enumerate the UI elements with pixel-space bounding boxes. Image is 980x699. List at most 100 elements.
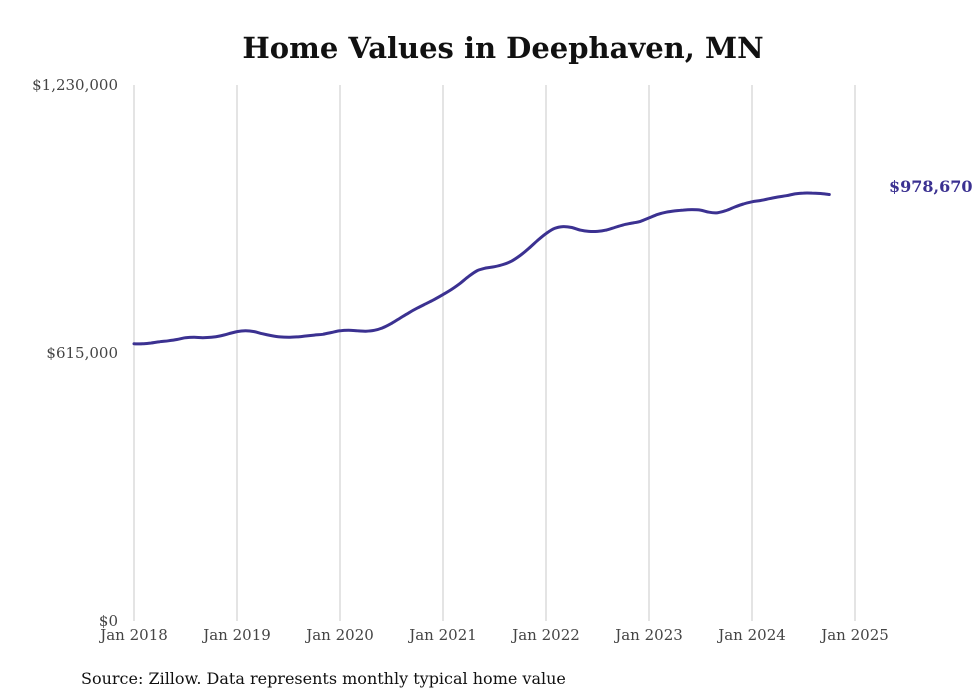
data-point — [699, 209, 702, 212]
data-point — [690, 208, 693, 211]
data-point — [150, 342, 153, 345]
data-point — [802, 192, 805, 195]
data-point — [158, 340, 161, 343]
data-point — [210, 336, 213, 339]
data-point — [296, 335, 299, 338]
data-point — [236, 330, 239, 333]
x-tick-label: Jan 2020 — [304, 626, 374, 644]
data-point — [304, 335, 307, 338]
data-point — [596, 230, 599, 233]
data-point — [587, 230, 590, 233]
data-point — [313, 334, 316, 337]
data-point — [742, 203, 745, 206]
data-point — [253, 330, 256, 333]
series-layer — [132, 191, 831, 346]
data-point — [459, 282, 462, 285]
data-point — [665, 211, 668, 214]
data-point — [776, 196, 779, 199]
data-point — [364, 330, 367, 333]
data-point — [175, 338, 178, 341]
data-point — [321, 333, 324, 336]
data-point — [184, 336, 187, 339]
x-tick-label: Jan 2022 — [510, 626, 580, 644]
data-point — [416, 307, 419, 310]
data-point — [330, 331, 333, 334]
data-point — [270, 334, 273, 337]
data-point — [442, 293, 445, 296]
data-point — [725, 209, 728, 212]
data-point — [553, 227, 556, 230]
data-point — [218, 335, 221, 338]
data-point — [399, 317, 402, 320]
data-point — [347, 329, 350, 332]
data-point — [708, 211, 711, 214]
gridlines — [133, 85, 856, 621]
data-point — [751, 200, 754, 203]
y-axis-ticks: $0 $615,000 $1,230,000 — [32, 76, 118, 630]
data-point — [519, 254, 522, 257]
data-point — [656, 213, 659, 216]
data-point — [339, 329, 342, 332]
y-tick-label: $615,000 — [46, 344, 118, 362]
data-point — [193, 336, 196, 339]
data-point — [502, 263, 505, 266]
x-tick-label: Jan 2024 — [716, 626, 786, 644]
source-note: Source: Zillow. Data represents monthly … — [81, 669, 566, 688]
data-point — [562, 225, 565, 228]
series-line-0 — [132, 191, 831, 346]
x-axis-ticks: Jan 2018 Jan 2019 Jan 2020 Jan 2021 Jan 2022… — [98, 626, 889, 644]
data-point — [630, 222, 633, 225]
data-point — [613, 226, 616, 229]
data-point — [819, 192, 822, 195]
data-point — [716, 211, 719, 214]
data-point — [141, 342, 144, 345]
data-point — [227, 332, 230, 335]
data-point — [785, 194, 788, 197]
data-point — [424, 302, 427, 305]
data-point — [811, 192, 814, 195]
data-point — [167, 339, 170, 342]
data-point — [570, 226, 573, 229]
data-point — [201, 336, 204, 339]
data-point — [433, 298, 436, 301]
end-value-label: $978,670 — [889, 177, 973, 196]
data-point — [450, 288, 453, 291]
x-tick-label: Jan 2025 — [819, 626, 889, 644]
data-point — [373, 329, 376, 332]
data-point — [510, 260, 513, 263]
data-point — [536, 239, 539, 242]
data-point — [605, 229, 608, 232]
data-point — [261, 332, 264, 335]
data-point — [682, 209, 685, 212]
data-point — [673, 209, 676, 212]
data-point — [356, 329, 359, 332]
x-tick-label: Jan 2018 — [98, 626, 168, 644]
data-point — [381, 326, 384, 329]
data-point — [407, 311, 410, 314]
x-tick-label: Jan 2019 — [201, 626, 271, 644]
data-point — [484, 267, 487, 270]
data-point — [133, 342, 136, 345]
data-point — [278, 335, 281, 338]
data-point — [579, 229, 582, 232]
data-point — [493, 265, 496, 268]
data-point — [648, 216, 651, 219]
data-point — [793, 192, 796, 195]
data-point — [733, 206, 736, 209]
data-point — [545, 232, 548, 235]
data-point — [476, 269, 479, 272]
data-point — [287, 336, 290, 339]
data-point — [527, 247, 530, 250]
x-tick-label: Jan 2021 — [407, 626, 477, 644]
y-tick-label: $1,230,000 — [32, 76, 118, 94]
data-point — [622, 223, 625, 226]
data-point — [759, 199, 762, 202]
data-point — [828, 193, 831, 196]
data-point — [390, 322, 393, 325]
data-point — [244, 329, 247, 332]
chart-title: Home Values in Deephaven, MN — [242, 31, 763, 65]
x-tick-label: Jan 2023 — [613, 626, 683, 644]
data-point — [639, 220, 642, 223]
data-point — [768, 197, 771, 200]
